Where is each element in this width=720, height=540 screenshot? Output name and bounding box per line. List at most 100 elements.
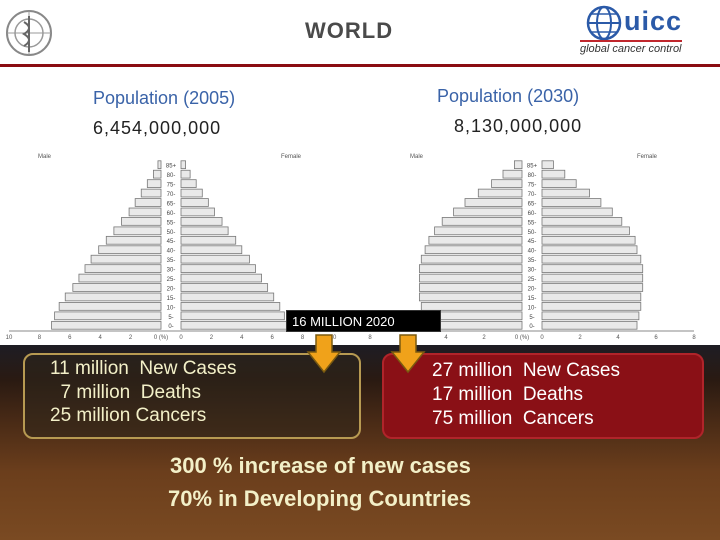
down-arrow-icon: [390, 334, 426, 374]
panel-2005-line2: 7 million Deaths: [50, 382, 202, 403]
bar-male-2005-14: [64, 292, 162, 302]
tick-right-2005-2: 4: [240, 335, 244, 341]
age-label-2030-8: 45-: [528, 239, 537, 245]
bar-male-2005-8: [105, 235, 162, 245]
panel-2005-line1: 11 million New Cases: [50, 358, 237, 379]
panel-2030-line2: 17 million Deaths: [432, 384, 584, 405]
bar-female-2005-17: [180, 320, 288, 330]
bar-female-2005-16: [180, 311, 285, 321]
bar-female-2005-7: [180, 226, 229, 236]
bar-male-2005-2: [146, 179, 162, 188]
bar-female-2005-11: [180, 264, 256, 273]
chart-title-2005: Population (2005): [93, 88, 236, 108]
bar-female-2005-14: [180, 292, 275, 302]
age-label-2005-16: 5-: [168, 315, 173, 321]
bar-female-2005-4: [180, 198, 209, 207]
bar-female-2030-6: [541, 217, 623, 226]
uicc-tagline: global cancer control: [580, 40, 682, 55]
age-label-2005-15: 10-: [167, 305, 176, 311]
age-label-2005-2: 75-: [167, 183, 176, 189]
bar-female-2030-12: [541, 273, 644, 283]
age-label-2005-5: 60-: [167, 211, 176, 217]
pyramids-area: Population (2005) 6,454,000,000 Populati…: [0, 67, 720, 357]
tick-right-2005-5: 10: [330, 335, 337, 341]
bar-male-2030-5: [453, 207, 523, 217]
age-label-2030-9: 40-: [528, 249, 537, 255]
age-label-2030-13: 20-: [528, 286, 537, 292]
age-label-2030-3: 70-: [528, 192, 537, 198]
age-label-2005-0: 85+: [166, 164, 177, 170]
un-emblem-icon: [4, 8, 54, 58]
tick-right-2005-4: 8: [301, 335, 305, 341]
bar-male-2030-8: [428, 235, 523, 245]
bar-female-2030-13: [541, 283, 644, 292]
age-label-2005-12: 25-: [167, 277, 176, 283]
panel-2030-line1: 27 million New Cases: [432, 360, 620, 381]
age-label-2030-1: 80-: [528, 173, 537, 179]
bar-female-2030-10: [541, 254, 642, 264]
male-label-2005: Male: [38, 154, 52, 160]
tick-right-2005-1: 2: [210, 335, 214, 341]
bar-male-2030-14: [418, 292, 523, 302]
uicc-logo: uicc global cancer control: [580, 2, 716, 62]
tick-right-2030-4: 8: [692, 335, 696, 341]
bar-female-2005-10: [180, 254, 250, 264]
bar-male-2005-9: [98, 245, 162, 255]
age-label-2030-4: 65-: [528, 201, 537, 207]
bar-male-2030-9: [424, 245, 523, 255]
bar-female-2005-9: [180, 245, 243, 255]
bar-male-2005-10: [90, 254, 162, 264]
bar-female-2005-1: [180, 169, 191, 179]
tick-right-2030-1: 2: [578, 335, 582, 341]
tick-left-2030-0: 8: [368, 335, 372, 341]
tick-left-2005-3: 4: [99, 335, 103, 341]
bar-male-2030-11: [418, 264, 523, 273]
female-label-2005: Female: [281, 154, 302, 160]
panel-2030-line3: 75 million Cancers: [432, 408, 594, 429]
panel-2030: [382, 353, 704, 439]
bar-female-2030-0: [541, 160, 554, 170]
header-divider: [0, 64, 720, 67]
bar-female-2030-17: [541, 320, 638, 330]
tick-left-2005-0: 10: [6, 335, 13, 341]
bar-male-2005-1: [152, 169, 162, 179]
age-label-2005-7: 50-: [167, 230, 176, 236]
tick-left-2030-3: 2: [482, 335, 486, 341]
callout-box: 16 MILLION 2020: [286, 310, 441, 332]
age-label-2005-3: 70-: [167, 192, 176, 198]
age-label-2030-6: 55-: [528, 220, 537, 226]
bar-female-2005-5: [180, 207, 215, 217]
bar-female-2030-14: [541, 292, 642, 302]
bar-male-2005-0: [157, 160, 162, 170]
age-label-2005-17: 0-: [168, 324, 173, 330]
tick-right-2005-0: 0: [179, 335, 183, 341]
bar-male-2030-4: [464, 198, 523, 207]
bar-male-2005-17: [51, 320, 162, 330]
tick-left-2030-2: 4: [444, 335, 448, 341]
chart-subtitle-2030: 8,130,000,000: [454, 116, 583, 136]
bar-female-2005-8: [180, 235, 237, 245]
bar-male-2030-7: [434, 226, 523, 236]
bar-male-2030-12: [418, 273, 523, 283]
panel-2005: [23, 353, 361, 439]
chart-title-2030: Population (2030): [437, 86, 580, 106]
age-label-2005-8: 45-: [167, 239, 176, 245]
bar-female-2005-6: [180, 217, 223, 226]
bar-male-2030-0: [514, 160, 523, 170]
bar-male-2005-7: [113, 226, 162, 236]
bar-female-2030-3: [541, 188, 590, 198]
down-arrow-icon: [306, 334, 342, 374]
age-label-2005-9: 40-: [167, 249, 176, 255]
summary-line2: 70% in Developing Countries: [168, 486, 472, 511]
header: WORLD uicc global cancer control: [0, 0, 720, 66]
age-label-2005-10: 35-: [167, 258, 176, 264]
bar-female-2030-8: [541, 235, 636, 245]
age-label-2005-1: 80-: [167, 173, 176, 179]
uicc-name: uicc: [624, 6, 683, 36]
bar-female-2030-16: [541, 311, 640, 321]
chart-subtitle-2005: 6,454,000,000: [93, 118, 222, 138]
tick-left-2030-4: 0 (%): [515, 335, 529, 341]
bar-male-2005-16: [54, 311, 162, 321]
bar-male-2005-5: [128, 207, 162, 217]
